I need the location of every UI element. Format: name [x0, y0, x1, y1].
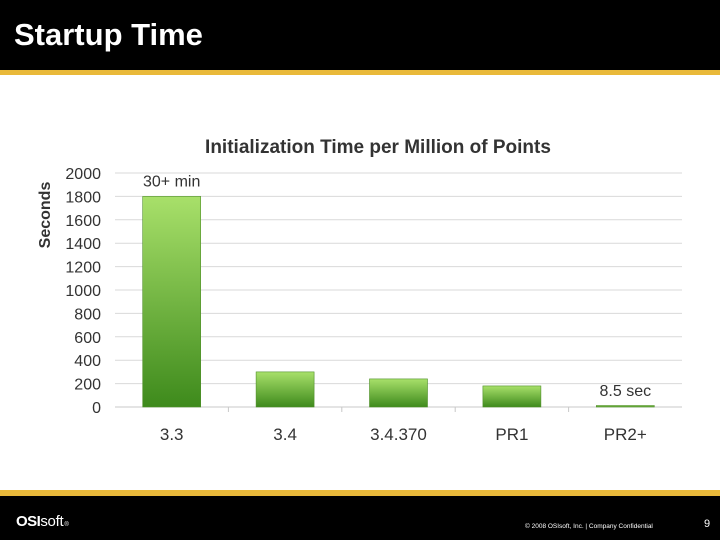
y-tick-label: 400: [74, 353, 101, 370]
y-tick-label: 600: [74, 330, 101, 347]
y-tick-label: 1000: [65, 283, 101, 300]
y-tick-label: 1800: [65, 189, 101, 206]
y-axis-ticks: 0 200 400 600 800 1000 1200 1400 1600 1800 2000: [65, 166, 101, 417]
y-tick-label: 1600: [65, 213, 101, 230]
bar-3.3: [142, 196, 201, 408]
annotation-label: 30+ min: [143, 173, 200, 190]
bar-3.4.370: [369, 378, 428, 408]
y-tick-label: 0: [92, 400, 101, 417]
annotations: 30+ min 8.5 sec: [143, 173, 651, 400]
logo-registered-mark: ®: [64, 522, 69, 528]
y-tick-label: 2000: [65, 166, 101, 183]
page-number: 9: [704, 518, 711, 530]
y-axis-label: Seconds: [37, 182, 54, 249]
y-tick-label: 800: [74, 306, 101, 323]
slide-header: Startup Time: [0, 0, 720, 70]
x-tick-label: 3.4.370: [370, 425, 427, 444]
chart-title: Initialization Time per Million of Point…: [205, 137, 551, 158]
y-tick-label: 1200: [65, 260, 101, 277]
y-tick-label: 200: [74, 377, 101, 394]
annotation-label: 8.5 sec: [600, 383, 652, 400]
x-tick-label: 3.4: [273, 425, 297, 444]
logo-text-strong: OSI: [16, 513, 41, 530]
logo-text-light: soft: [40, 513, 64, 530]
bars: [142, 196, 655, 408]
bar-PR2+: [595, 405, 655, 408]
x-tick-label: 3.3: [160, 425, 184, 444]
y-tick-label: 1400: [65, 236, 101, 253]
gridlines: [115, 172, 682, 408]
header-accent-rule: [0, 70, 720, 75]
x-axis-ticks: 3.3 3.4 3.4.370 PR1 PR2+: [160, 407, 647, 444]
x-tick-label: PR2+: [604, 425, 647, 444]
bar-chart: Initialization Time per Million of Point…: [37, 137, 682, 444]
footer-copyright: © 2008 OSIsoft, Inc. | Company Confident…: [525, 523, 653, 530]
chart-area: Initialization Time per Million of Point…: [0, 75, 720, 490]
bar-3.4: [255, 371, 315, 408]
slide-footer: OSIsoft® © 2008 OSIsoft, Inc. | Company …: [0, 496, 720, 540]
slide-title: Startup Time: [14, 17, 203, 52]
x-tick-label: PR1: [495, 425, 528, 444]
bar-PR1: [482, 385, 542, 408]
osisoft-logo: OSIsoft®: [16, 513, 69, 534]
footer-accent-rule: [0, 490, 720, 496]
